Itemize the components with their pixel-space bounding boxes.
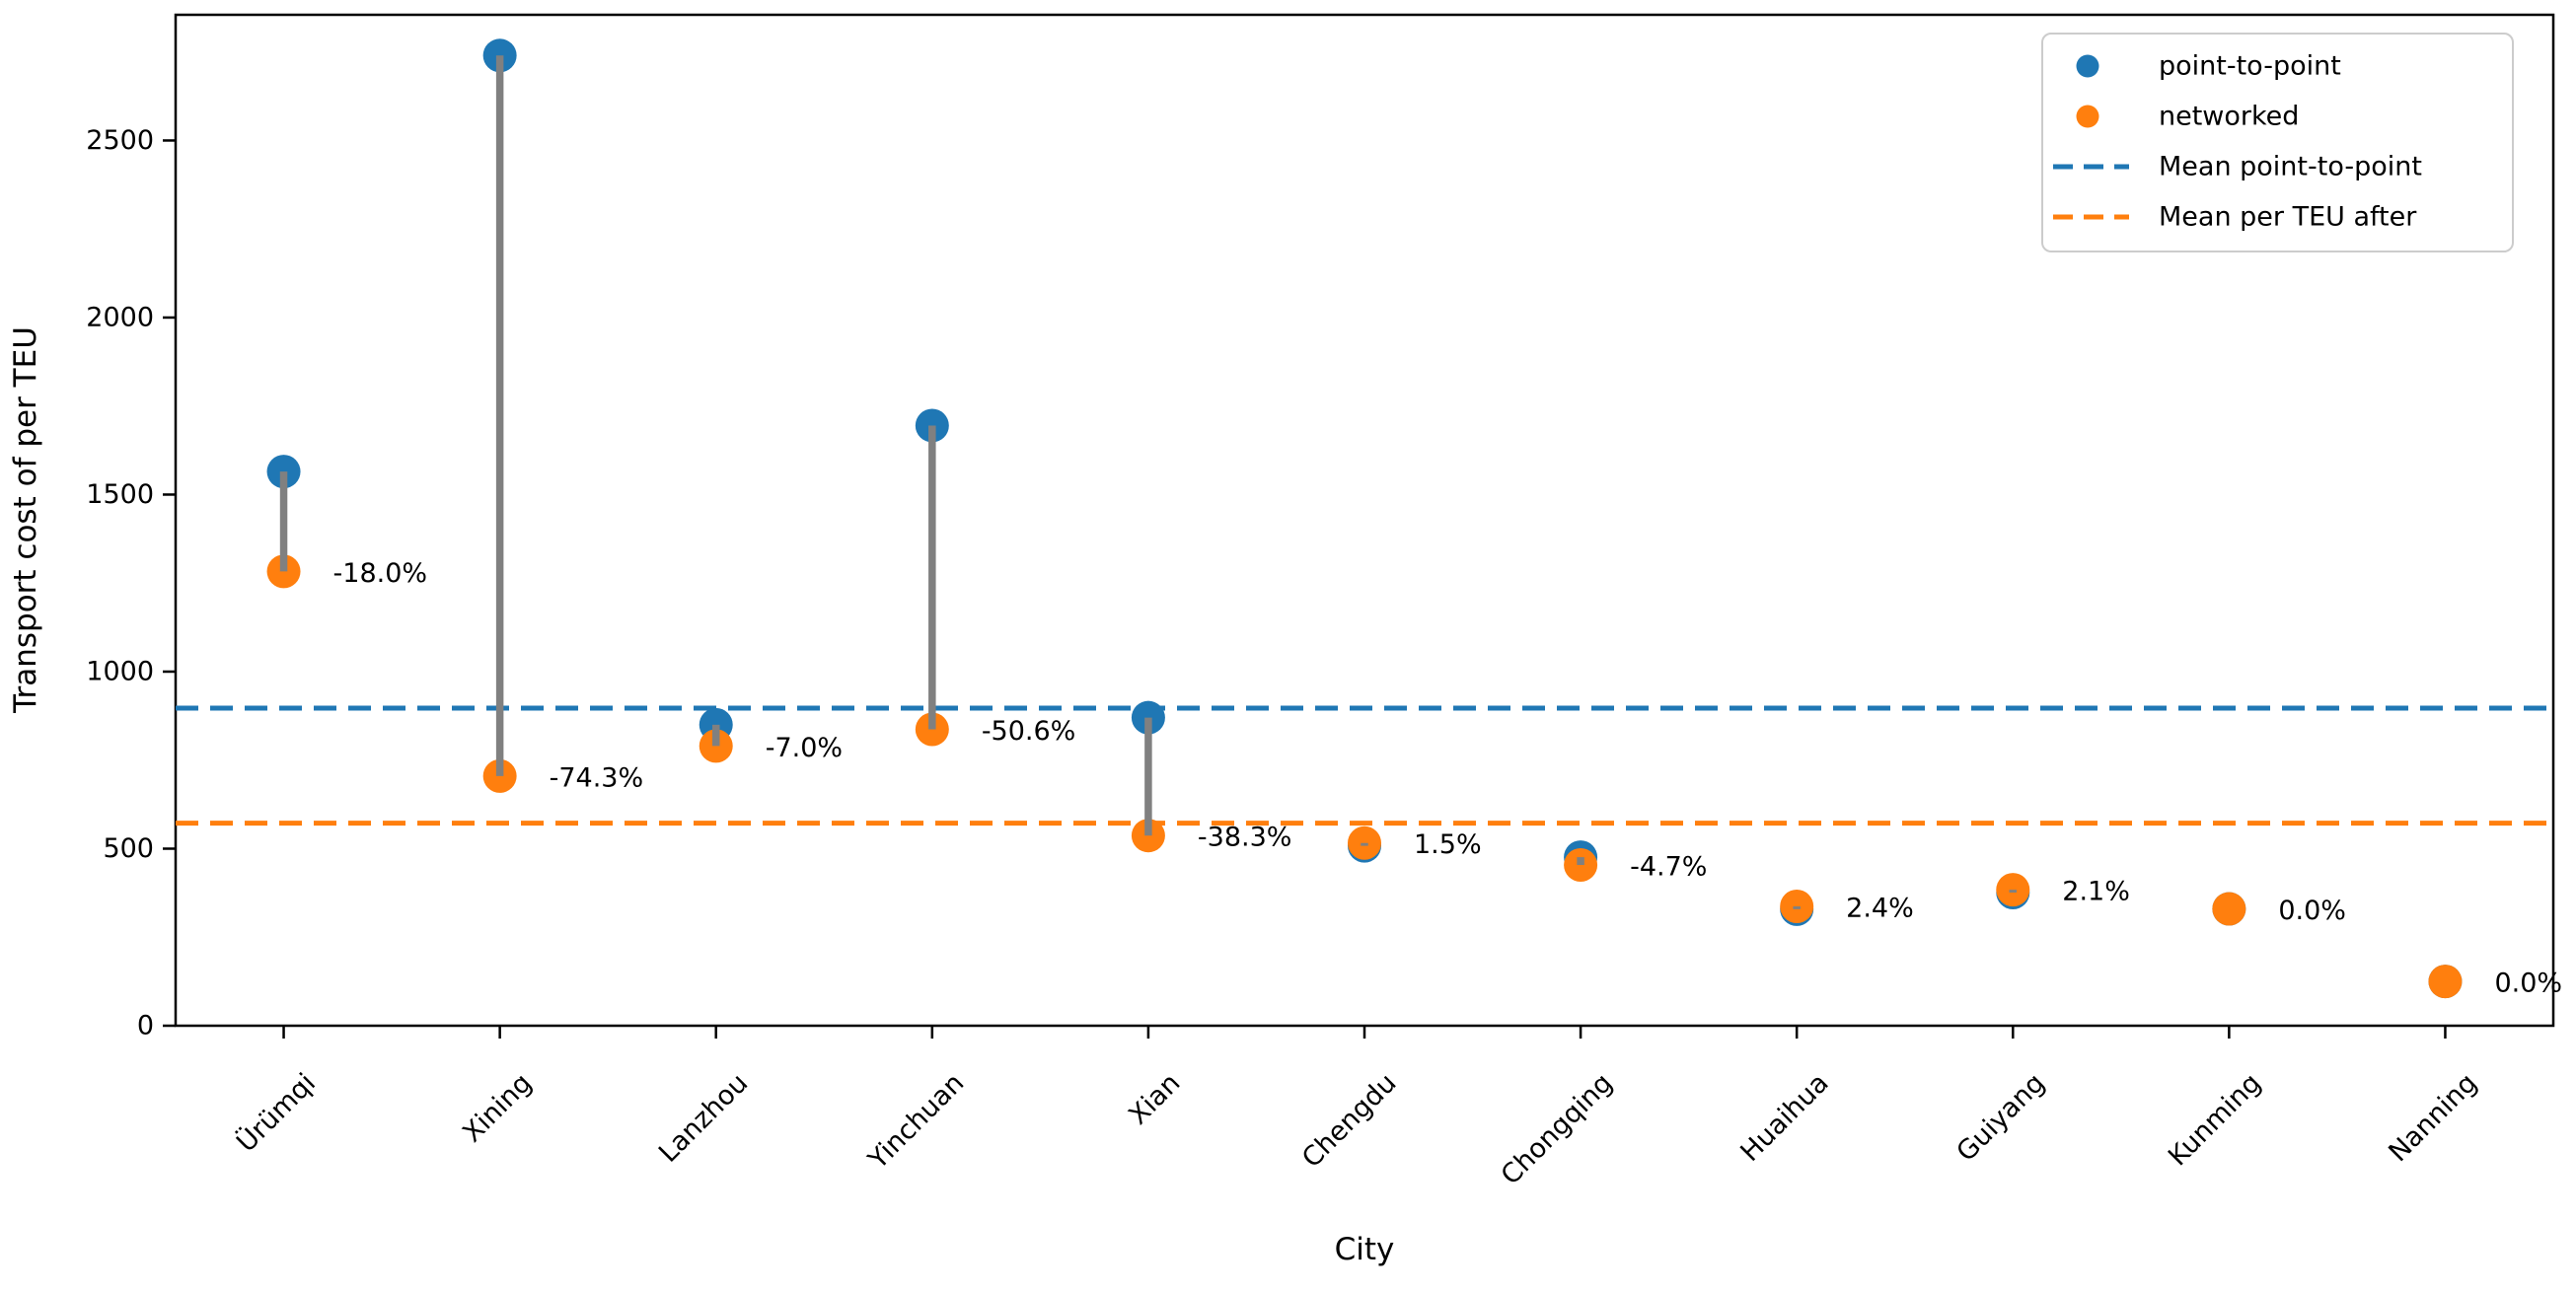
pct-annotation-chongqing: -4.7% [1630, 852, 1707, 883]
y-tick-label-0: 0 [137, 1011, 154, 1041]
point-networked-nanning [2428, 965, 2463, 999]
pct-annotation-lanzhou: -7.0% [766, 733, 843, 763]
legend-label-mean-per-teu-after: Mean per TEU after [2159, 202, 2417, 233]
pct-annotation-r-mqi: -18.0% [333, 558, 428, 589]
pct-annotation-yinchuan: -50.6% [982, 716, 1076, 747]
legend-label-mean-point-to-point: Mean point-to-point [2159, 152, 2422, 182]
pct-annotation-chengdu: 1.5% [1414, 829, 1482, 860]
y-tick-label-2500: 2500 [86, 125, 154, 156]
pct-annotation-huaihua: 2.4% [1846, 894, 1914, 924]
legend-marker-networked [2076, 105, 2099, 128]
y-tick-label-1500: 1500 [86, 479, 154, 510]
pct-annotation-kunming: 0.0% [2278, 896, 2346, 926]
legend-marker-point-to-point [2076, 54, 2099, 78]
legend-label-point-to-point: point-to-point [2159, 51, 2341, 82]
pct-annotation-nanning: 0.0% [2494, 969, 2562, 999]
legend-box [2041, 33, 2514, 252]
legend: point-to-point networked Mean point-to-poi… [2041, 33, 2514, 252]
y-axis-label: Transport cost of per TEU [8, 326, 43, 714]
x-axis-label: City [1335, 1232, 1395, 1267]
pct-annotation-xining: -74.3% [550, 762, 644, 793]
pct-annotation-guiyang: 2.1% [2062, 877, 2130, 907]
y-tick-label-1000: 1000 [86, 656, 154, 686]
point-networked-kunming [2212, 892, 2246, 926]
pct-annotation-xian: -38.3% [1198, 823, 1292, 853]
y-tick-label-2000: 2000 [86, 302, 154, 332]
legend-label-networked: networked [2159, 102, 2299, 132]
y-tick-label-500: 500 [103, 833, 154, 864]
